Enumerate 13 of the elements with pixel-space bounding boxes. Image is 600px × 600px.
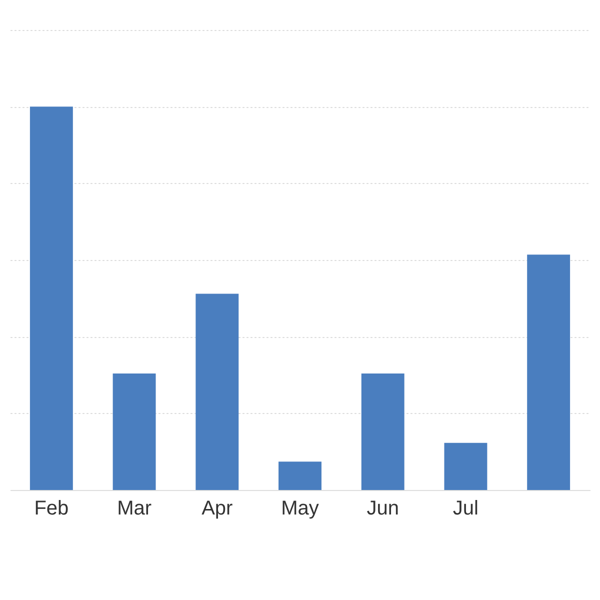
x-tick-label: Jul <box>452 498 479 520</box>
bar <box>444 442 488 490</box>
x-tick-label: Jun <box>366 498 399 520</box>
x-tick-label: Mar <box>117 498 152 520</box>
x-tick-label: Apr <box>202 498 234 520</box>
bar <box>30 106 73 490</box>
x-tick-label: Feb <box>34 498 69 520</box>
bar <box>196 294 239 490</box>
bar <box>112 373 156 490</box>
bar <box>278 462 322 490</box>
bar <box>361 373 404 490</box>
bar <box>527 254 570 490</box>
x-tick-label: May <box>281 498 319 520</box>
